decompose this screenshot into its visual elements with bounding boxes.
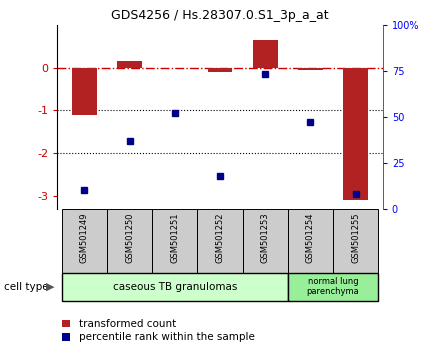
Text: transformed count: transformed count <box>79 319 176 329</box>
Text: percentile rank within the sample: percentile rank within the sample <box>79 332 255 342</box>
Bar <box>208 68 232 72</box>
Bar <box>253 40 278 68</box>
Bar <box>198 209 242 273</box>
Bar <box>343 68 368 200</box>
Text: ▶: ▶ <box>46 282 55 292</box>
Text: GSM501255: GSM501255 <box>351 212 360 263</box>
Bar <box>333 209 378 273</box>
Bar <box>107 209 152 273</box>
Text: GSM501250: GSM501250 <box>125 212 134 263</box>
Bar <box>62 209 107 273</box>
Bar <box>152 209 198 273</box>
Bar <box>62 273 288 301</box>
Text: GSM501254: GSM501254 <box>306 212 315 263</box>
Text: caseous TB granulomas: caseous TB granulomas <box>113 282 237 292</box>
Bar <box>298 68 323 70</box>
Text: GSM501253: GSM501253 <box>261 212 270 263</box>
Text: cell type: cell type <box>4 282 49 292</box>
Bar <box>288 273 378 301</box>
Text: normal lung
parenchyma: normal lung parenchyma <box>307 277 359 296</box>
Text: GSM501249: GSM501249 <box>80 212 89 263</box>
Bar <box>117 61 142 68</box>
Bar <box>242 209 288 273</box>
Text: GDS4256 / Hs.28307.0.S1_3p_a_at: GDS4256 / Hs.28307.0.S1_3p_a_at <box>111 9 329 22</box>
Text: GSM501251: GSM501251 <box>170 212 179 263</box>
Bar <box>288 209 333 273</box>
Text: GSM501252: GSM501252 <box>216 212 224 263</box>
Bar <box>72 68 97 115</box>
